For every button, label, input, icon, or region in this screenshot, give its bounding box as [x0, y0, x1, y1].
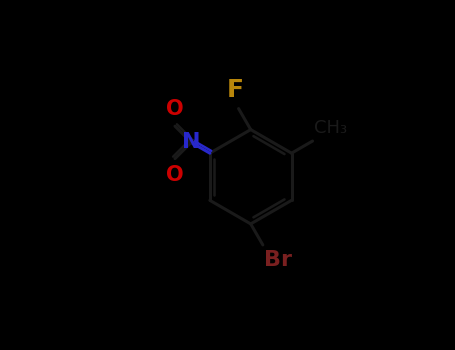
- Text: O: O: [166, 99, 184, 119]
- Text: CH₃: CH₃: [314, 119, 347, 137]
- Text: O: O: [166, 165, 184, 185]
- Text: N: N: [182, 132, 201, 152]
- Text: F: F: [227, 78, 244, 102]
- Text: Br: Br: [264, 250, 292, 270]
